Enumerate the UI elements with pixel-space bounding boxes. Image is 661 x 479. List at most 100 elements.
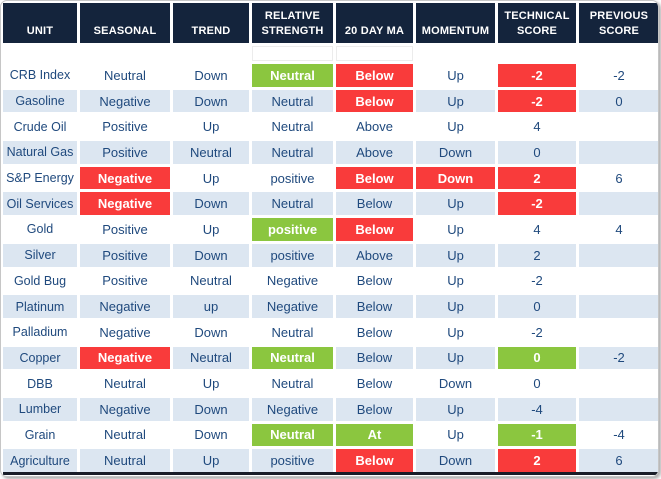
cell-technical-score: 4 (498, 218, 576, 241)
cell-momentum: Down (416, 372, 495, 395)
header-seasonal: SEASONAL (80, 3, 170, 43)
spacer-unit (3, 46, 77, 61)
cell-momentum: Down (416, 449, 495, 472)
cell-seasonal: Neutral (80, 372, 170, 395)
cell-20-day-ma: Below (336, 64, 413, 87)
cell-technical-score: -1 (498, 423, 576, 447)
cell-20-day-ma: Above (336, 243, 413, 267)
cell-previous-score (579, 192, 658, 216)
cell-seasonal: Positive (80, 218, 170, 241)
cell-unit: Crude Oil (3, 115, 77, 139)
cell-previous-score: 0 (579, 89, 658, 113)
cell-momentum: Up (416, 397, 495, 421)
cell-trend: Down (173, 64, 249, 87)
cell-unit: Copper (3, 346, 77, 370)
cell-momentum: Up (416, 243, 495, 267)
cell-technical-score: 2 (498, 243, 576, 267)
cell-momentum: Up (416, 64, 495, 87)
cell-relative-strength: positive (252, 449, 333, 472)
cell-momentum: Up (416, 218, 495, 241)
cell-trend: Up (173, 115, 249, 139)
header-20-day-ma: 20 DAY MA (336, 3, 413, 43)
cell-technical-score: -2 (498, 320, 576, 344)
cell-20-day-ma: Below (336, 295, 413, 318)
cell-previous-score (579, 295, 658, 318)
cell-20-day-ma: Below (336, 166, 413, 190)
cell-previous-score: 4 (579, 218, 658, 241)
spacer-technical-score (498, 46, 576, 61)
cell-unit: Palladium (3, 320, 77, 344)
header-technical-score: TECHNICAL SCORE (498, 3, 576, 43)
cell-seasonal: Positive (80, 269, 170, 293)
cell-previous-score (579, 372, 658, 395)
cell-seasonal: Negative (80, 397, 170, 421)
cell-relative-strength: Neutral (252, 192, 333, 216)
cell-momentum: Up (416, 423, 495, 447)
cell-trend: Down (173, 320, 249, 344)
cell-trend: Down (173, 192, 249, 216)
cell-technical-score: -4 (498, 397, 576, 421)
cell-trend: Up (173, 372, 249, 395)
cell-momentum: Up (416, 320, 495, 344)
cell-unit: Oil Services (3, 192, 77, 216)
cell-unit: CRB Index (3, 64, 77, 87)
cell-previous-score (579, 141, 658, 164)
cell-momentum: Up (416, 89, 495, 113)
cell-unit: Platinum (3, 295, 77, 318)
cell-relative-strength: Neutral (252, 372, 333, 395)
cell-seasonal: Negative (80, 89, 170, 113)
cell-relative-strength: Neutral (252, 423, 333, 447)
cell-trend: up (173, 295, 249, 318)
cell-previous-score (579, 243, 658, 267)
cell-momentum: Up (416, 295, 495, 318)
cell-20-day-ma: At (336, 423, 413, 447)
header-unit: UNIT (3, 3, 77, 43)
cell-momentum: Up (416, 269, 495, 293)
spacer-trend (173, 46, 249, 61)
cell-trend: Up (173, 449, 249, 472)
cell-relative-strength: Neutral (252, 64, 333, 87)
cell-seasonal: Negative (80, 192, 170, 216)
cell-technical-score: 0 (498, 141, 576, 164)
header-momentum: MOMENTUM (416, 3, 495, 43)
header-relative-strength: RELATIVE STRENGTH (252, 3, 333, 43)
cell-seasonal: Neutral (80, 64, 170, 87)
header-trend: TREND (173, 3, 249, 43)
cell-trend: Down (173, 423, 249, 447)
table-bottom-border (3, 472, 658, 475)
cell-relative-strength: Neutral (252, 346, 333, 370)
cell-unit: Agriculture (3, 449, 77, 472)
cell-relative-strength: positive (252, 218, 333, 241)
cell-trend: Up (173, 166, 249, 190)
cell-20-day-ma: Above (336, 115, 413, 139)
cell-20-day-ma: Below (336, 218, 413, 241)
cell-technical-score: -2 (498, 192, 576, 216)
cell-seasonal: Negative (80, 320, 170, 344)
cell-technical-score: -2 (498, 269, 576, 293)
cell-20-day-ma: Below (336, 397, 413, 421)
cell-20-day-ma: Below (336, 346, 413, 370)
cell-momentum: Down (416, 141, 495, 164)
cell-technical-score: -2 (498, 89, 576, 113)
cell-technical-score: 2 (498, 449, 576, 472)
cell-20-day-ma: Below (336, 269, 413, 293)
spacer-momentum (416, 46, 495, 61)
cell-previous-score (579, 397, 658, 421)
cell-technical-score: 2 (498, 166, 576, 190)
cell-seasonal: Neutral (80, 423, 170, 447)
cell-seasonal: Negative (80, 166, 170, 190)
cell-technical-score: 0 (498, 295, 576, 318)
cell-previous-score (579, 115, 658, 139)
cell-20-day-ma: Below (336, 89, 413, 113)
cell-relative-strength: Negative (252, 397, 333, 421)
cell-20-day-ma: Below (336, 320, 413, 344)
cell-seasonal: Positive (80, 243, 170, 267)
cell-trend: Neutral (173, 269, 249, 293)
cell-previous-score: -2 (579, 346, 658, 370)
cell-relative-strength: Neutral (252, 141, 333, 164)
spacer-20-day-ma (336, 46, 413, 61)
cell-20-day-ma: Above (336, 141, 413, 164)
spacer-seasonal (80, 46, 170, 61)
cell-unit: Grain (3, 423, 77, 447)
